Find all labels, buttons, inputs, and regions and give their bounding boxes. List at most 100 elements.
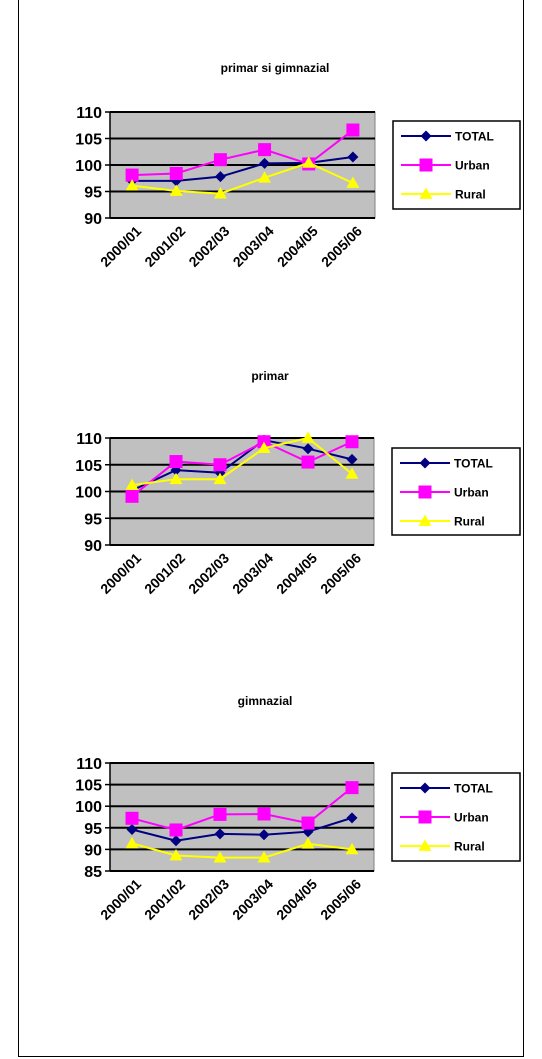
data-point	[125, 168, 139, 182]
series-line	[131, 816, 353, 842]
data-point	[301, 837, 315, 849]
x-tick-label: 2000/01	[97, 223, 144, 270]
y-tick-label: 105	[75, 778, 102, 795]
data-point	[346, 453, 358, 465]
series-line	[131, 439, 353, 492]
data-point	[125, 811, 139, 825]
x-tick-label: 2001/02	[141, 223, 188, 270]
y-tick-label: 90	[84, 538, 102, 555]
data-point	[169, 166, 183, 180]
data-point	[169, 848, 183, 861]
y-tick-label: 90	[84, 211, 102, 228]
data-point	[301, 816, 315, 830]
legend-marker	[418, 839, 432, 851]
data-point	[170, 835, 182, 847]
data-point	[345, 781, 359, 795]
y-tick-label: 85	[84, 864, 102, 881]
y-tick-label: 100	[75, 799, 102, 816]
data-point	[214, 828, 226, 840]
series-rural	[125, 156, 360, 199]
legend-label: Urban	[455, 159, 490, 173]
y-tick-label: 105	[75, 458, 102, 475]
x-tick-label: 2002/03	[185, 223, 232, 270]
legend-marker	[418, 514, 432, 526]
series-line	[132, 129, 354, 177]
legend-label: Rural	[454, 515, 485, 529]
data-point	[125, 836, 139, 849]
data-point	[213, 153, 227, 167]
chart-1: primar si gimnazial90951001051102000/012…	[75, 61, 521, 270]
x-tick-label: 2002/03	[185, 550, 232, 597]
data-point	[169, 823, 183, 837]
data-point	[214, 171, 226, 183]
legend-label: Urban	[454, 486, 489, 500]
legend-marker	[420, 130, 432, 142]
series-line	[131, 436, 353, 487]
series-line	[132, 156, 354, 182]
y-tick-label: 95	[84, 511, 102, 528]
legend-marker	[419, 158, 433, 172]
x-tick-label: 2002/03	[185, 876, 232, 923]
x-tick-label: 2004/05	[273, 876, 320, 923]
y-tick-label: 95	[84, 821, 102, 838]
legend-marker	[418, 485, 432, 499]
data-point	[257, 851, 271, 863]
x-tick-label: 2004/05	[273, 550, 320, 597]
data-point	[213, 187, 227, 199]
series-total	[126, 812, 358, 847]
legend-label: Rural	[454, 840, 485, 854]
legend-label: Rural	[455, 188, 486, 202]
y-tick-label: 90	[84, 842, 102, 859]
x-tick-label: 2000/01	[97, 876, 144, 923]
x-tick-label: 2000/01	[97, 550, 144, 597]
legend-label: TOTAL	[455, 130, 494, 144]
data-point	[302, 443, 314, 455]
data-point	[125, 489, 139, 503]
chart-3: gimnazial8590951001051102000/012001/0220…	[75, 694, 521, 923]
x-tick-label: 2001/02	[141, 550, 188, 597]
chart-2: primar 90 95 100 105 110 2000/012001/022002/03…	[75, 369, 521, 597]
data-point	[125, 179, 139, 191]
legend-marker	[419, 457, 431, 469]
legend: TOTAL Urban Rural	[391, 772, 521, 862]
data-point	[258, 143, 272, 157]
data-point	[302, 156, 316, 168]
legend-marker	[419, 782, 431, 794]
data-point	[258, 171, 272, 183]
data-point	[213, 458, 227, 472]
legend-label: Urban	[454, 811, 489, 825]
data-point	[126, 824, 138, 836]
series-line	[131, 842, 353, 859]
data-point	[301, 455, 315, 469]
x-tick-label: 2005/06	[317, 876, 364, 923]
legend: TOTAL Urban Rural	[392, 120, 521, 210]
legend-marker	[418, 810, 432, 824]
series-urban	[125, 123, 360, 182]
x-tick-label: 2003/04	[229, 550, 276, 597]
series-line	[131, 161, 354, 195]
y-tick-label: 110	[76, 105, 102, 122]
data-point	[169, 472, 183, 485]
y-tick-label: 110	[76, 431, 102, 448]
data-point	[347, 151, 359, 163]
data-point	[213, 807, 227, 821]
data-point	[257, 441, 271, 454]
series-urban	[125, 435, 359, 503]
series-rural	[125, 431, 359, 490]
data-point	[301, 431, 315, 443]
y-tick-label: 100	[75, 158, 102, 175]
series-rural	[125, 836, 359, 863]
data-point	[346, 812, 358, 824]
data-point	[346, 176, 360, 188]
data-point	[259, 157, 271, 169]
x-tick-label: 2003/04	[230, 223, 277, 270]
data-point	[125, 478, 139, 490]
plot-area	[109, 762, 375, 872]
data-point	[169, 455, 183, 469]
legend: TOTAL Urban Rural	[391, 447, 521, 536]
chart-title: primar si gimnazial	[221, 61, 330, 75]
legend-label: TOTAL	[454, 457, 493, 471]
x-tick-label: 2005/06	[318, 223, 365, 270]
legend-label: TOTAL	[454, 782, 493, 796]
